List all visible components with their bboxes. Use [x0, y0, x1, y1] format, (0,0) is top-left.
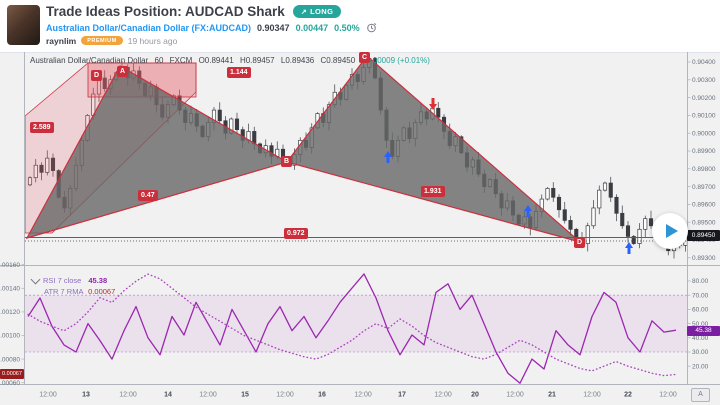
atr-legend[interactable]: ATR 7 RMA 0.00067: [44, 287, 115, 296]
arrow-down-icon: [429, 98, 437, 110]
atr-axis-label: 0.00060: [0, 380, 20, 387]
legend-symbol: Australian Dollar/Canadian Dollar: [30, 56, 149, 65]
rsi-axis-label: 20.00: [692, 363, 709, 370]
legend-low: L0.89436: [280, 56, 315, 65]
time-axis-label: 20: [471, 392, 479, 399]
price-axis-label: 0.89300: [692, 255, 716, 262]
time-axis-label: 12:00: [199, 392, 217, 399]
long-badge-label: LONG: [310, 7, 334, 16]
legend-open: O0.89441: [198, 56, 234, 65]
price-axis-label: 0.89800: [692, 166, 716, 173]
atr-axis-label: 0.00140: [0, 286, 20, 293]
time-axis-label: 12:00: [119, 392, 137, 399]
legend-high: H0.89457: [239, 56, 275, 65]
clock-icon[interactable]: [366, 22, 377, 33]
main-pane: [24, 53, 688, 259]
arrow-up-icon: [384, 151, 392, 163]
rsi-value-tag: 45.38: [687, 326, 720, 336]
rsi-pane: [25, 273, 687, 384]
rsi-axis-label: 40.00: [692, 335, 709, 342]
play-button[interactable]: [652, 213, 688, 249]
long-badge: ↗ LONG: [292, 5, 342, 18]
last-price-tag: 0.89450: [687, 230, 720, 241]
time-axis-label: 12:00: [354, 392, 372, 399]
play-icon: [666, 224, 678, 238]
change-abs: 0.00447: [295, 22, 329, 33]
price-axis-label: 0.89500: [692, 219, 716, 226]
time-axis-label: 13: [82, 392, 90, 399]
arrow-up-icon: [524, 205, 532, 217]
page-title[interactable]: Trade Ideas Position: AUDCAD Shark: [46, 4, 285, 19]
price-axis-label: 0.90200: [692, 95, 716, 102]
main-pane-legend[interactable]: Australian Dollar/Canadian Dollar 60 FXC…: [30, 56, 434, 65]
price-axis-label: 0.89600: [692, 202, 716, 209]
time-axis-label: 12:00: [39, 392, 57, 399]
symbol-link[interactable]: Australian Dollar/Canadian Dollar (FX:AU…: [46, 22, 252, 33]
time-axis-label: 14: [164, 392, 172, 399]
idea-price: 0.90347: [257, 22, 290, 33]
time-axis-label: 21: [548, 392, 556, 399]
arrow-up-icon: [625, 242, 633, 254]
change-pct: 0.50%: [334, 22, 360, 33]
time-axis-label: 12:00: [276, 392, 294, 399]
time-axis-label: 15: [241, 392, 249, 399]
price-axis-label: 0.90400: [692, 59, 716, 66]
price-axis-label: 0.89700: [692, 184, 716, 191]
atr-axis-label: 0.00120: [0, 309, 20, 316]
trend-up-icon: ↗: [300, 8, 308, 16]
time-axis-label: 22: [624, 392, 632, 399]
time-axis-label: 12:00: [506, 392, 524, 399]
time-axis-label: 16: [318, 392, 326, 399]
chevron-down-icon[interactable]: [30, 274, 41, 284]
atr-axis-label: 0.00080: [0, 356, 20, 363]
avatar[interactable]: [7, 5, 40, 45]
atr-axis-label: 0.00100: [0, 333, 20, 340]
atr-axis-label: 0.00160: [0, 262, 20, 269]
rsi-axis-label: 80.00: [692, 278, 709, 285]
idea-header: Trade Ideas Position: AUDCAD Shark ↗ LONG…: [0, 0, 720, 52]
rsi-legend-value: 45.38: [88, 276, 108, 285]
time-axis-label: 12:00: [434, 392, 452, 399]
rsi-axis-label: 60.00: [692, 307, 709, 314]
legend-interval: 60: [154, 56, 164, 65]
atr-value-tag: 0.00067: [0, 369, 24, 379]
rsi-axis-label: 50.00: [692, 321, 709, 328]
axis-settings-icon[interactable]: A: [691, 388, 710, 402]
time-axis-label: 17: [398, 392, 406, 399]
atr-line: [27, 273, 677, 377]
legend-close: C0.89450: [320, 56, 356, 65]
rsi-legend-label: RSI 7 close: [43, 276, 82, 285]
price-axis-label: 0.89900: [692, 148, 716, 155]
price-axis-label: 0.90300: [692, 77, 716, 84]
time-ago: 19 hours ago: [127, 35, 178, 46]
legend-exchange: FXCM: [169, 56, 193, 65]
price-axis-label: 0.90100: [692, 113, 716, 120]
atr-legend-label: ATR 7 RMA: [44, 287, 84, 296]
rsi-line: [27, 273, 677, 384]
premium-badge: PREMIUM: [81, 36, 123, 45]
time-axis-label: 12:00: [583, 392, 601, 399]
rsi-axis-label: 70.00: [692, 292, 709, 299]
legend-change: +0.00009 (+0.01%): [361, 56, 430, 65]
price-axis-label: 0.90000: [692, 130, 716, 137]
rsi-axis-label: 30.00: [692, 349, 709, 356]
time-axis-label: 12:00: [659, 392, 677, 399]
rsi-legend[interactable]: RSI 7 close 45.38: [30, 274, 108, 285]
author-name[interactable]: raynlim: [46, 35, 77, 46]
atr-legend-value: 0.00067: [88, 287, 116, 296]
